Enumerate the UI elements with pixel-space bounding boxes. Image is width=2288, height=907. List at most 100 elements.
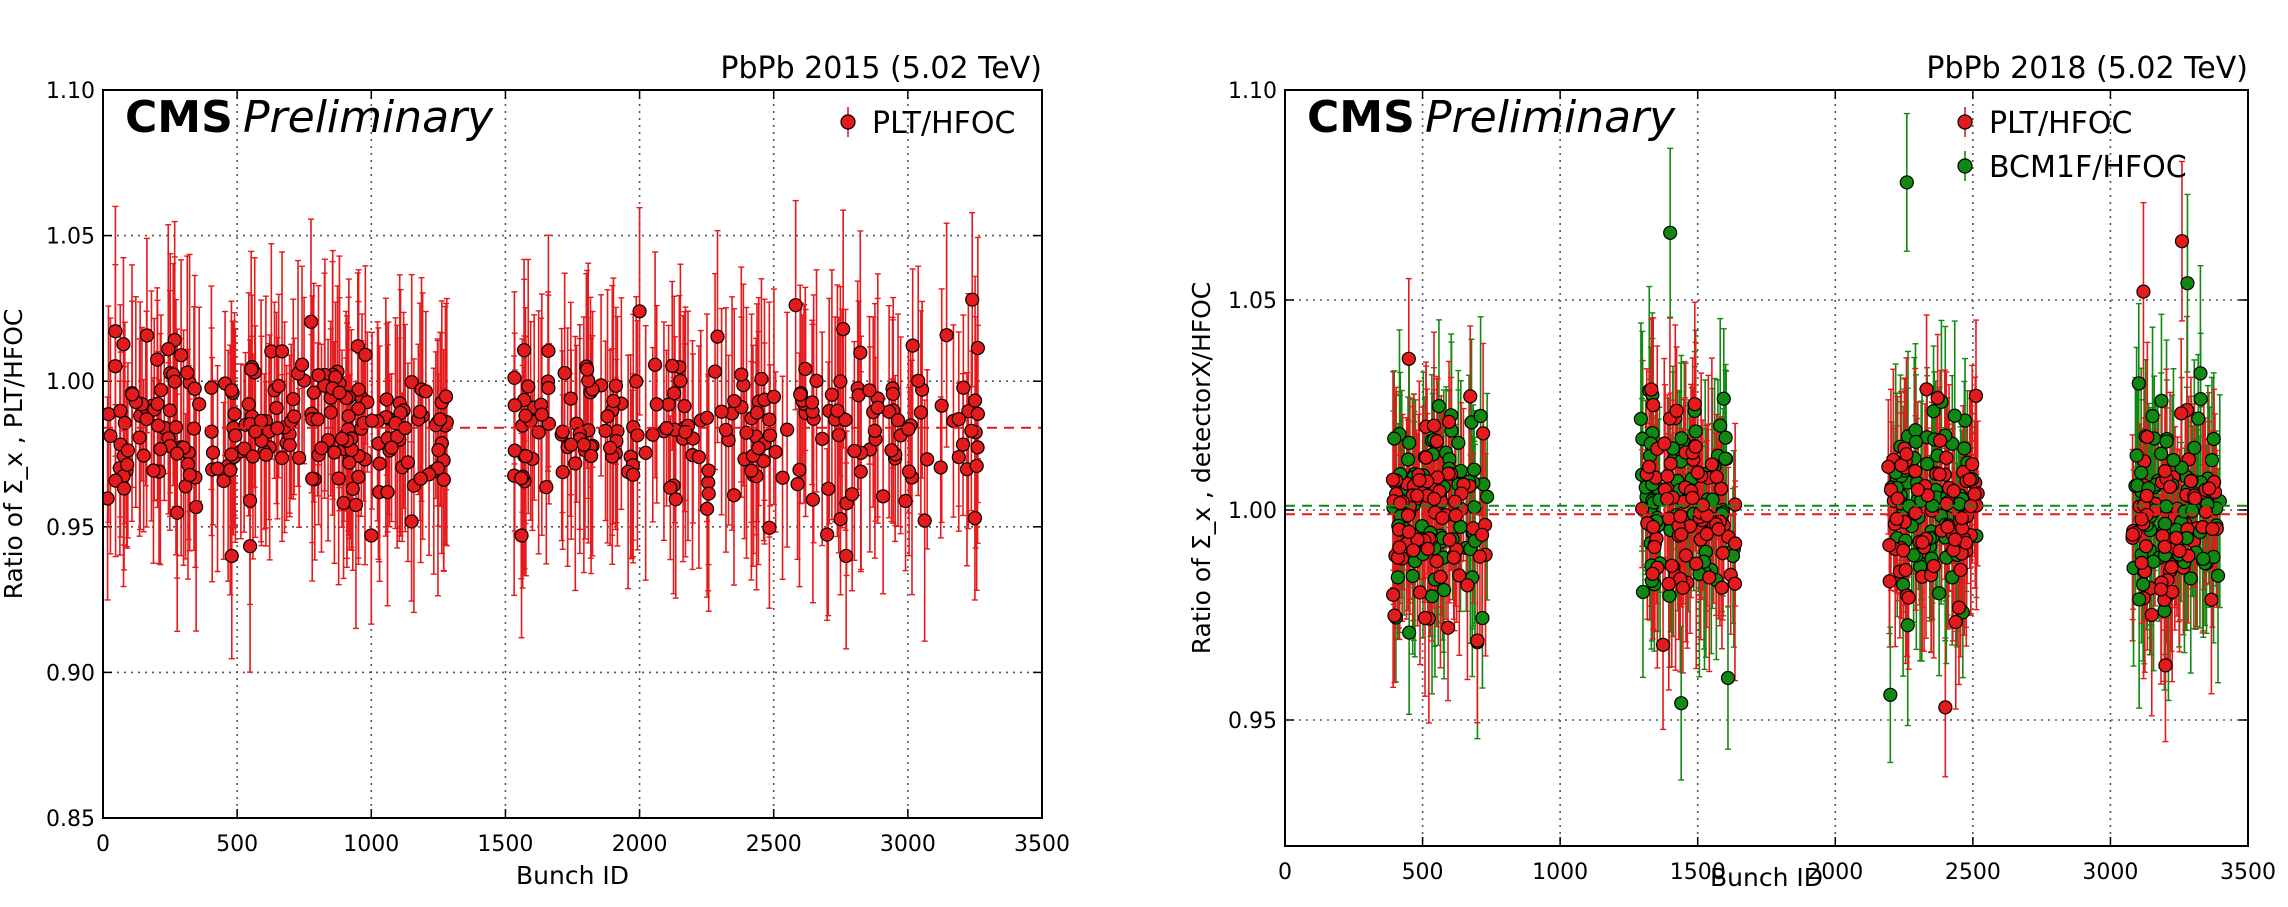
data-point: [1476, 426, 1491, 441]
data-point: [911, 373, 926, 388]
data-point: [1889, 511, 1904, 526]
data-point: [710, 329, 725, 344]
data-point: [1939, 450, 1954, 465]
data-point: [901, 422, 916, 437]
data-point: [870, 400, 885, 415]
data-point: [965, 292, 980, 307]
data-point: [2125, 527, 2140, 542]
data-point: [820, 527, 835, 542]
data-point: [2166, 453, 2181, 468]
data-point: [951, 449, 966, 465]
data-point: [2129, 448, 2144, 463]
x-tick-label: 1000: [343, 832, 399, 857]
data-point: [2162, 479, 2178, 494]
data-point: [798, 361, 813, 377]
data-point: [1704, 457, 1719, 472]
data-point: [718, 422, 734, 438]
data-point: [1953, 562, 1968, 578]
data-point: [534, 407, 549, 422]
data-point: [1890, 491, 1905, 506]
data-point: [1470, 633, 1485, 648]
data-point: [151, 418, 166, 433]
y-tick-label: 0.90: [46, 661, 95, 686]
data-point: [384, 440, 399, 455]
data-point: [1387, 431, 1402, 446]
data-point: [1390, 570, 1405, 585]
data-point: [1663, 456, 1678, 471]
data-point: [630, 428, 645, 443]
data-point: [1429, 434, 1445, 449]
y-tick-label: 0.85: [46, 807, 95, 832]
data-point: [1947, 408, 1962, 423]
data-point: [766, 389, 782, 404]
data-point: [1920, 456, 1935, 471]
data-point: [754, 371, 769, 387]
data-point: [223, 462, 238, 478]
data-point: [358, 347, 373, 362]
data-point: [1660, 469, 1675, 484]
data-point: [334, 431, 350, 446]
data-point: [1644, 382, 1659, 397]
data-point: [956, 380, 971, 395]
data-point: [2157, 539, 2172, 554]
data-point: [2183, 473, 2199, 489]
data-point: [884, 443, 899, 458]
data-point: [345, 481, 360, 496]
data-point: [1433, 569, 1448, 584]
data-point: [1635, 584, 1651, 600]
data-point: [739, 425, 754, 440]
data-point: [2187, 491, 2203, 506]
data-point: [838, 412, 853, 427]
data-point: [1446, 550, 1461, 565]
data-point: [1965, 457, 1980, 472]
corner-label: PbPb 2018 (5.02 TeV): [1926, 51, 2248, 86]
data-point: [821, 481, 836, 496]
data-point: [244, 362, 259, 377]
data-point: [287, 409, 302, 424]
data-point: [1662, 588, 1677, 603]
data-point: [120, 457, 135, 472]
data-point: [292, 450, 307, 466]
data-point: [1392, 496, 1408, 511]
data-point: [788, 298, 803, 313]
data-point: [294, 357, 310, 372]
data-point: [1940, 519, 1955, 535]
data-point: [667, 386, 682, 401]
data-point: [514, 471, 529, 486]
data-point: [507, 370, 522, 386]
data-point: [727, 393, 742, 409]
data-point: [1685, 490, 1700, 506]
x-tick-label: 2500: [746, 832, 802, 857]
data-point: [286, 392, 301, 407]
data-point: [372, 456, 387, 471]
x-tick-label: 1500: [477, 832, 533, 857]
data-point: [790, 477, 805, 492]
data-point: [1646, 397, 1661, 413]
data-point: [1967, 487, 1982, 502]
data-point: [967, 393, 983, 408]
data-point: [805, 492, 821, 507]
data-point: [1412, 585, 1428, 600]
data-point: [2204, 592, 2219, 607]
data-point: [964, 423, 979, 438]
data-point: [1661, 576, 1676, 591]
data-point: [2172, 543, 2187, 559]
data-point: [1675, 580, 1690, 595]
data-point: [274, 344, 290, 359]
data-point: [311, 368, 326, 383]
data-point: [839, 548, 854, 564]
data-point: [507, 398, 522, 413]
data-point: [847, 443, 862, 459]
data-point: [1932, 586, 1947, 601]
data-point: [182, 467, 197, 483]
data-point: [1962, 472, 1977, 487]
data-point: [638, 445, 653, 461]
data-point: [1882, 538, 1897, 553]
data-point: [1718, 430, 1733, 445]
data-point: [1915, 535, 1930, 550]
y-axis-label: Ratio of Σ_x , PLT/HFOC: [0, 309, 28, 600]
data-point: [1401, 524, 1417, 540]
data-point: [274, 450, 290, 466]
data-point: [836, 321, 851, 337]
data-point: [890, 413, 906, 428]
